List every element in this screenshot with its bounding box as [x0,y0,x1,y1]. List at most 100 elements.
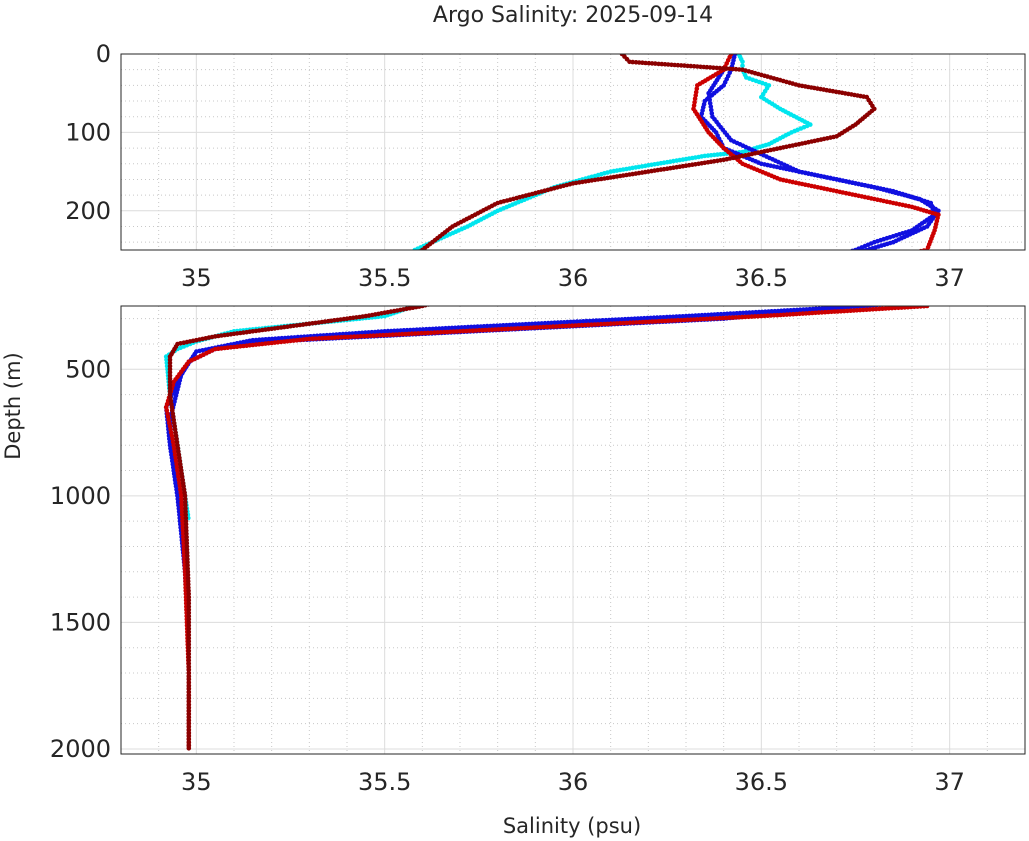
profile-darkred-point [186,632,192,638]
profile-red-point [589,322,594,328]
profile-red-point [512,326,517,331]
profile-blue-b-point [719,273,724,278]
profile-red-point [553,324,559,329]
profile-red-point [755,314,761,319]
profile-blue-b-point [849,251,854,256]
profile-red-point [528,325,533,331]
profile-blue-b-point [823,255,828,260]
profile-blue-b-point [597,318,602,323]
profile-blue-b-point [577,319,583,324]
profile-blue-b-point [696,277,701,282]
profile-darkred-point [185,556,190,562]
profile-blue-a-point [820,258,825,263]
profile-blue-b-point [680,314,686,319]
profile-darkred-point [186,721,192,726]
profile-red-point [637,320,642,325]
profile-darkred-point [185,572,191,578]
profile-blue-a-point [829,255,834,260]
profile-darkred-point [167,354,173,359]
profile-blue-b-point [395,328,400,334]
profile-darkred-point [412,252,417,257]
profile-blue-b-point [276,336,281,341]
profile-cyan-point [740,63,745,69]
profile-red-point [316,336,322,341]
profile-darkred-point [447,297,452,302]
profile-blue-b-point [257,337,262,343]
profile-darkred-point [167,370,173,375]
profile-blue-a-point [816,259,821,264]
profile-blue-b-point [587,318,593,324]
profile-blue-b-point [788,308,793,313]
y-tick-label: 1500 [50,608,111,636]
profile-darkred-point [186,746,192,751]
profile-red-point [884,255,889,260]
profile-darkred-point [183,518,189,524]
profile-red-point [595,322,601,327]
profile-red-point [834,265,839,270]
profile-darkred-point [186,699,192,704]
axes-frame [120,305,1026,755]
profile-blue-b-point [861,248,866,250]
profile-blue-b-point [472,324,477,330]
profile-red-point [903,252,908,257]
profile-blue-b-point [654,315,660,320]
profile-red-point [422,330,428,336]
profile-red-point [714,316,719,321]
y-axis-label: Depth (m) [1,352,25,459]
profile-blue-b-point [836,253,841,258]
profile-cyan-point [432,301,437,306]
profile-blue-b-point [446,325,452,331]
profile-red-point [900,252,905,257]
profile-blue-b-point [706,90,711,96]
profile-blue-b-point [853,249,855,250]
profile-red-point [387,332,392,338]
profile-red-point [662,318,668,324]
profile-blue-b-point [864,247,870,250]
profile-darkred-point [186,667,192,673]
profile-red-point [844,263,849,268]
profile-red-point [894,254,899,259]
profile-blue-b-point [842,252,847,257]
profile-blue-b-point [388,328,394,334]
profile-blue-b-point [833,253,838,258]
profile-red-point [720,315,726,321]
profile-darkred-point [186,601,192,606]
profile-darkred-point [167,373,173,378]
profile-blue-b-point [542,320,548,326]
profile-darkred-point [688,63,694,69]
profile-blue-b-point [561,320,567,325]
profile-darkred-point [186,642,192,647]
profile-red-point [800,271,805,276]
profile-darkred-point [186,686,192,692]
y-tick-label: 0 [96,40,111,68]
profile-blue-b-point [670,314,676,320]
profile-blue-b-point [411,327,416,333]
profile-darkred-point [409,254,414,259]
profile-red-point [464,328,469,334]
profile-darkred-point [184,541,190,546]
profile-darkred-point [429,301,434,306]
profile-red-point [790,273,795,278]
profile-red-point [672,318,678,323]
profile-blue-b-point [488,323,493,329]
profile-blue-b-point [529,321,535,327]
profile-red-point [693,93,698,98]
profile-red-point [428,330,434,336]
profile-blue-a-point [807,261,812,266]
profile-blue-b-point [792,260,797,265]
profile-darkred-point [183,522,189,527]
profile-darkred-point [675,62,681,68]
profile-red-point [646,319,652,325]
profile-darkred-point [183,503,188,508]
profile-blue-a-point [841,251,846,256]
profile-blue-b-point [709,275,714,280]
profile-darkred-point [698,64,703,70]
profile-red-point [371,333,376,339]
profile-blue-a-point [798,264,803,269]
x-tick-label: 36 [558,768,589,796]
profile-blue-b-point [700,276,705,281]
profile-red-point [912,250,917,255]
profile-blue-a-point [838,252,843,257]
x-tick-label: 36.5 [735,768,788,796]
profile-blue-b-point [816,306,822,312]
